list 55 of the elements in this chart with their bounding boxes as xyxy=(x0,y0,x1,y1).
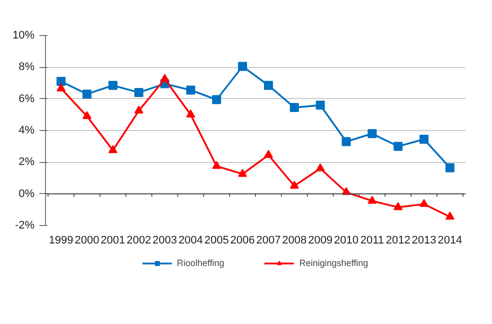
y-tick-label: 2% xyxy=(18,156,35,168)
y-tick-label: 8% xyxy=(18,61,35,74)
point xyxy=(212,161,222,169)
point xyxy=(394,202,403,210)
x-tick-label: 2010 xyxy=(334,234,358,246)
point xyxy=(238,62,248,71)
x-tick-label: 2009 xyxy=(308,234,333,246)
x-tick-label: 2014 xyxy=(438,234,462,246)
point xyxy=(394,142,403,151)
legend-label: Reinigingsheffing xyxy=(299,258,368,268)
x-tick-label: 2000 xyxy=(74,234,100,246)
point xyxy=(82,90,92,99)
y-tick-label: 10% xyxy=(12,30,35,42)
x-tick-label: 2013 xyxy=(412,234,436,246)
point xyxy=(368,196,377,204)
point xyxy=(445,212,454,220)
point xyxy=(342,137,351,146)
point xyxy=(212,95,222,104)
x-tick-label: 1999 xyxy=(48,234,74,246)
point xyxy=(420,134,429,144)
x-tick-label: 2007 xyxy=(256,234,281,246)
point xyxy=(264,150,273,158)
point xyxy=(56,83,66,92)
y-tick-label: 4% xyxy=(18,124,35,136)
x-tick-label: 2001 xyxy=(100,234,126,246)
point xyxy=(290,103,299,112)
point xyxy=(160,74,170,82)
point xyxy=(445,163,454,172)
y-tick-label: 0% xyxy=(18,188,35,200)
point xyxy=(134,88,144,97)
x-tick-label: 2006 xyxy=(230,234,255,246)
point xyxy=(108,80,118,90)
point xyxy=(238,168,248,177)
x-tick-label: 2012 xyxy=(386,234,410,246)
point xyxy=(316,163,325,172)
point xyxy=(264,80,273,90)
point xyxy=(420,199,429,207)
x-tick-label: 2011 xyxy=(360,234,384,246)
x-tick-label: 2005 xyxy=(204,234,229,246)
x-tick-label: 2002 xyxy=(126,234,152,246)
x-tick-label: 2008 xyxy=(282,234,307,246)
x-tick-label: 2003 xyxy=(152,234,178,246)
y-tick-label: -2% xyxy=(14,220,35,232)
point xyxy=(316,100,325,110)
point xyxy=(108,145,118,154)
point xyxy=(82,111,92,120)
point xyxy=(134,106,144,114)
point xyxy=(186,110,196,118)
point xyxy=(186,86,196,95)
legend-label: Rioolheffing xyxy=(176,258,224,268)
y-tick-label: 6% xyxy=(18,92,35,105)
point xyxy=(368,129,377,138)
point xyxy=(56,76,66,86)
x-tick-label: 2004 xyxy=(178,234,203,246)
point xyxy=(290,180,299,189)
